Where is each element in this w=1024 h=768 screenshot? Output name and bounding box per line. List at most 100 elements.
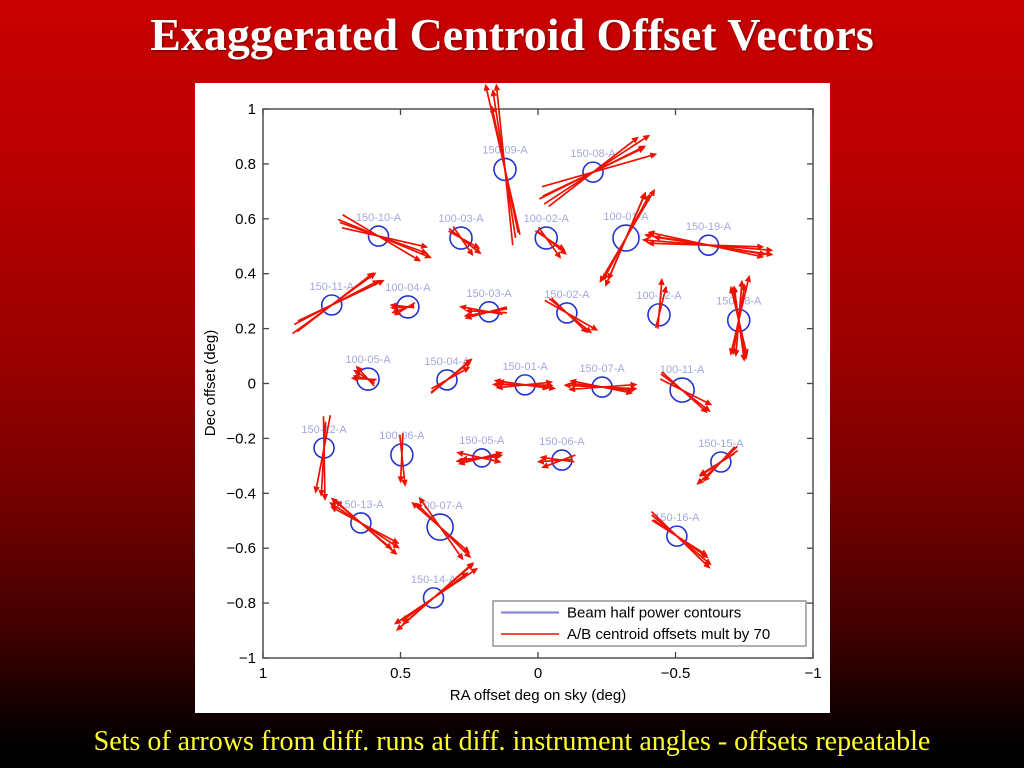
arrow-head	[539, 454, 547, 462]
arrow-head	[397, 476, 405, 484]
beam-contour-circle	[350, 512, 372, 534]
offset-vector	[534, 230, 560, 248]
offset-vector	[607, 198, 644, 281]
arrow-head	[462, 546, 470, 554]
arrow-head	[483, 83, 491, 92]
offset-vector	[400, 566, 470, 628]
arrow-head	[702, 474, 710, 482]
arrow-head	[372, 280, 380, 287]
point-label: 150-03-A	[466, 288, 512, 300]
arrow-head	[766, 246, 774, 254]
arrow-head	[639, 192, 646, 201]
y-tick-label: −0.6	[226, 540, 256, 557]
arrow-head	[329, 502, 337, 509]
offset-vector	[544, 299, 593, 329]
arrow-head	[599, 275, 606, 283]
arrow-head	[355, 365, 363, 373]
arrow-head	[321, 493, 329, 501]
offset-vector	[462, 452, 496, 462]
offset-vector	[335, 508, 394, 542]
arrow-head	[464, 313, 473, 320]
point-label: 100-02-A	[524, 213, 570, 225]
point-label: 100-12-A	[636, 290, 682, 302]
offset-vector	[398, 434, 406, 480]
point-label: 150-01-A	[502, 361, 548, 373]
y-tick-label: −0.8	[226, 595, 256, 612]
arrow-head	[536, 458, 545, 465]
arrow-head	[495, 451, 503, 458]
beam-contour-circle	[726, 308, 751, 333]
arrow-head	[459, 304, 467, 311]
legend-box	[492, 600, 807, 647]
y-tick-label: 1	[248, 101, 256, 118]
arrow-head	[465, 358, 473, 366]
centroid-offset-chart: 1 0.5 0 −0.5 −110.80.60.40.20−0.2−0.4−0.6−0.…	[202, 83, 822, 704]
arrow-head	[401, 479, 408, 487]
offset-vector	[357, 377, 377, 381]
arrow-head	[641, 237, 649, 244]
offset-vector	[399, 301, 416, 313]
arrow-head	[456, 450, 464, 457]
arrow-head	[390, 548, 398, 556]
arrow-head	[700, 549, 708, 556]
arrow-head	[463, 550, 472, 559]
beam-contour-circle	[534, 226, 559, 250]
offset-vectors	[292, 83, 774, 632]
y-tick-label: −0.2	[226, 430, 256, 447]
y-axis-title: Dec offset (deg)	[202, 330, 219, 436]
point-label: 150-09-A	[482, 144, 528, 156]
point-label: 150-10-A	[356, 212, 402, 224]
arrow-head	[318, 489, 325, 497]
beam-contour-circle	[367, 225, 390, 247]
point-label: 150-02-A	[544, 289, 590, 301]
point-label: 150-15-A	[698, 438, 744, 450]
point-label: 150-05-A	[459, 435, 505, 447]
arrow-head	[557, 243, 566, 251]
arrow-head	[393, 309, 402, 316]
offset-vector	[415, 505, 466, 550]
arrow-head	[584, 326, 593, 334]
x-tick-label: −0.5	[661, 665, 691, 682]
axes: 1 0.5 0 −0.5 −110.80.60.40.20−0.2−0.4−0.6−0.…	[226, 101, 821, 682]
plot-panel: 1 0.5 0 −0.5 −1 1 0.8 0.6 0.4 0.2 0 −0.2 −0.4 −0.6 −0.…	[195, 83, 830, 713]
beam-contour-circle	[493, 157, 517, 182]
arrow-head	[491, 381, 500, 388]
arrow-head	[699, 470, 707, 477]
point-label: 150-13-A	[338, 499, 384, 511]
offset-vector	[448, 230, 475, 247]
offset-vector	[430, 362, 468, 394]
point-label: 100-11-A	[660, 364, 705, 376]
x-tick-label: 0.5	[390, 665, 411, 682]
arrow-head	[353, 369, 361, 377]
arrow-head	[541, 462, 549, 469]
offset-vector	[341, 227, 422, 247]
arrow-head	[729, 285, 736, 294]
legend-label-centroid-offsets: A/B centroid offsets mult by 70	[567, 626, 770, 643]
offset-vector	[322, 416, 326, 494]
arrow-head	[418, 496, 426, 505]
arrow-head	[642, 134, 651, 142]
arrow-head	[568, 385, 576, 393]
arrow-head	[757, 243, 765, 250]
y-tick-label: 0.8	[235, 156, 256, 173]
arrow-head	[495, 384, 503, 391]
y-tick-label: 0.2	[235, 321, 256, 338]
arrow-head	[602, 273, 609, 281]
arrow-head	[738, 279, 745, 288]
arrow-head	[704, 399, 713, 406]
arrow-head	[661, 285, 668, 294]
arrow-head	[490, 89, 497, 97]
arrow-head	[733, 349, 740, 357]
arrow-head	[462, 366, 471, 374]
point-label: 100-05-A	[345, 354, 391, 366]
slide-caption: Sets of arrows from diff. runs at diff. …	[93, 726, 931, 757]
arrow-head	[742, 348, 749, 357]
y-tick-label: 0.6	[235, 211, 256, 228]
arrow-head	[330, 506, 338, 513]
beam-contour-circle	[647, 303, 671, 327]
beam-contour-circle	[612, 224, 640, 252]
arrow-head	[703, 405, 711, 412]
point-label: 150-19-A	[686, 221, 732, 233]
point-label: 100-03-A	[438, 213, 484, 225]
arrow-head	[391, 537, 400, 544]
